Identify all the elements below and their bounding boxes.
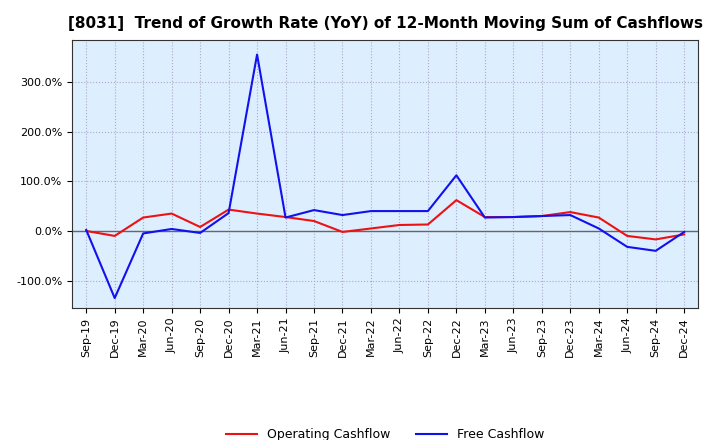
Free Cashflow: [595, 226, 603, 231]
Line: Operating Cashflow: Operating Cashflow: [86, 200, 684, 239]
Line: Free Cashflow: Free Cashflow: [86, 55, 684, 298]
Free Cashflow: [480, 215, 489, 220]
Free Cashflow: [253, 52, 261, 57]
Free Cashflow: [139, 231, 148, 236]
Operating Cashflow: [652, 237, 660, 242]
Free Cashflow: [225, 210, 233, 216]
Free Cashflow: [395, 209, 404, 214]
Operating Cashflow: [423, 222, 432, 227]
Free Cashflow: [423, 209, 432, 214]
Free Cashflow: [310, 207, 318, 213]
Free Cashflow: [196, 230, 204, 235]
Operating Cashflow: [480, 214, 489, 220]
Free Cashflow: [366, 209, 375, 214]
Free Cashflow: [338, 213, 347, 218]
Operating Cashflow: [338, 229, 347, 235]
Free Cashflow: [110, 295, 119, 301]
Free Cashflow: [509, 214, 518, 220]
Legend: Operating Cashflow, Free Cashflow: Operating Cashflow, Free Cashflow: [226, 428, 544, 440]
Free Cashflow: [537, 213, 546, 219]
Operating Cashflow: [82, 228, 91, 234]
Operating Cashflow: [595, 215, 603, 220]
Free Cashflow: [452, 172, 461, 178]
Operating Cashflow: [196, 224, 204, 230]
Operating Cashflow: [310, 218, 318, 224]
Free Cashflow: [680, 229, 688, 235]
Title: [8031]  Trend of Growth Rate (YoY) of 12-Month Moving Sum of Cashflows: [8031] Trend of Growth Rate (YoY) of 12-…: [68, 16, 703, 32]
Operating Cashflow: [509, 214, 518, 220]
Operating Cashflow: [110, 233, 119, 238]
Free Cashflow: [652, 248, 660, 253]
Operating Cashflow: [566, 209, 575, 215]
Operating Cashflow: [537, 213, 546, 219]
Operating Cashflow: [452, 198, 461, 203]
Operating Cashflow: [225, 207, 233, 212]
Free Cashflow: [623, 244, 631, 249]
Operating Cashflow: [623, 233, 631, 238]
Operating Cashflow: [395, 222, 404, 227]
Operating Cashflow: [167, 211, 176, 216]
Operating Cashflow: [139, 215, 148, 220]
Operating Cashflow: [253, 211, 261, 216]
Free Cashflow: [167, 226, 176, 231]
Free Cashflow: [566, 213, 575, 218]
Free Cashflow: [282, 215, 290, 220]
Operating Cashflow: [680, 232, 688, 237]
Operating Cashflow: [366, 226, 375, 231]
Operating Cashflow: [282, 214, 290, 220]
Free Cashflow: [82, 227, 91, 233]
